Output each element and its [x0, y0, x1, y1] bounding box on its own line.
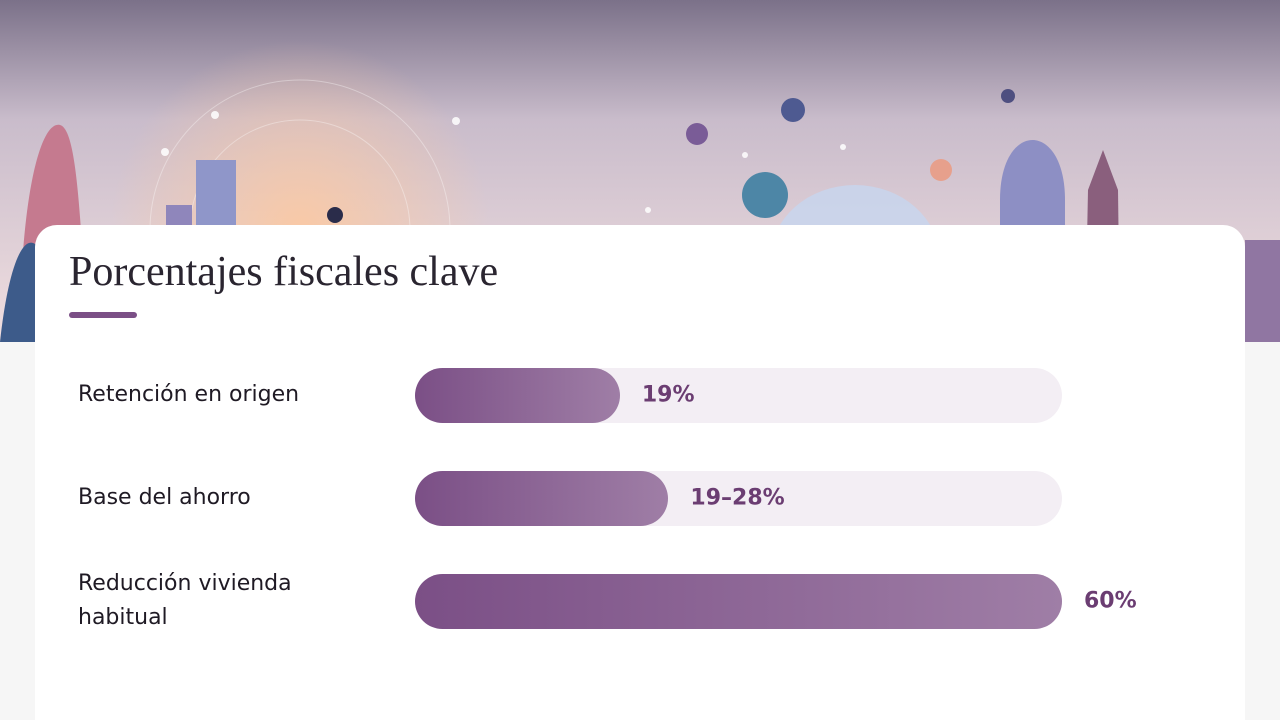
category-label: Retención en origen [78, 382, 300, 407]
title-underline [69, 312, 137, 318]
value-label: 60% [1084, 588, 1137, 614]
value-label: 19–28% [690, 485, 785, 511]
bar [415, 470, 669, 526]
category-label: Base del ahorro [78, 485, 251, 510]
chart-title: Porcentajes fiscales clave [69, 249, 499, 295]
bar [415, 367, 620, 423]
bar [415, 573, 1062, 629]
category-label: Reducción vivienda habitual [78, 571, 292, 630]
value-label: 19% [641, 382, 695, 408]
